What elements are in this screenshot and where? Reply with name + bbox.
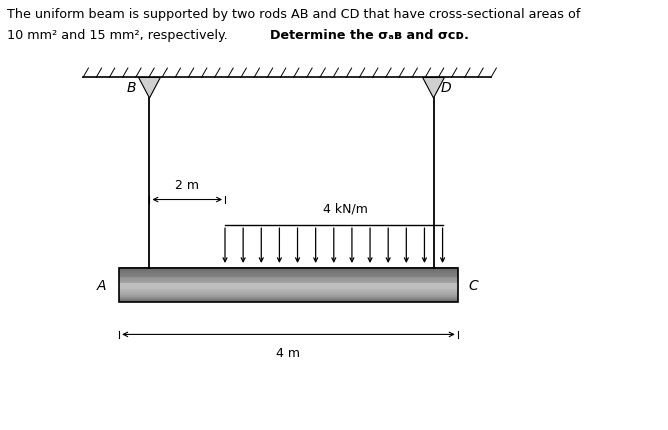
Bar: [120, 290, 458, 292]
Bar: [120, 277, 458, 279]
Bar: [120, 273, 458, 274]
Bar: [120, 281, 458, 282]
Text: 10 mm² and 15 mm², respectively.: 10 mm² and 15 mm², respectively.: [7, 29, 232, 42]
Text: 4 kN/m: 4 kN/m: [323, 202, 368, 215]
Bar: [120, 268, 458, 269]
Text: D: D: [441, 80, 452, 95]
Bar: [120, 276, 458, 278]
Bar: [120, 275, 458, 276]
Text: B: B: [127, 80, 136, 95]
Text: The uniform beam is supported by two rods AB and CD that have cross-sectional ar: The uniform beam is supported by two rod…: [7, 8, 580, 21]
Bar: [120, 291, 458, 292]
Bar: [120, 274, 458, 275]
Bar: [120, 298, 458, 300]
Bar: [120, 286, 458, 288]
Bar: [120, 292, 458, 294]
Bar: [120, 292, 458, 293]
Bar: [120, 270, 458, 272]
Text: 2 m: 2 m: [175, 178, 199, 191]
Bar: [120, 279, 458, 280]
Bar: [120, 268, 458, 303]
Bar: [120, 281, 458, 283]
Bar: [120, 293, 458, 295]
Bar: [120, 278, 458, 280]
Bar: [120, 282, 458, 284]
Bar: [120, 280, 458, 281]
Bar: [120, 287, 458, 289]
Bar: [120, 270, 458, 271]
Bar: [120, 300, 458, 302]
Bar: [120, 276, 458, 277]
Text: 4 m: 4 m: [277, 347, 301, 359]
Polygon shape: [423, 78, 444, 99]
Bar: [120, 294, 458, 296]
Bar: [120, 301, 458, 303]
Bar: [120, 269, 458, 270]
Bar: [120, 283, 458, 285]
Bar: [120, 286, 458, 287]
Bar: [120, 284, 458, 286]
Bar: [120, 285, 458, 286]
Text: A: A: [96, 279, 106, 292]
Bar: [120, 272, 458, 273]
Bar: [120, 295, 458, 297]
Bar: [120, 298, 458, 299]
Bar: [120, 296, 458, 298]
Text: C: C: [468, 279, 478, 292]
Bar: [120, 271, 458, 273]
Bar: [120, 288, 458, 290]
Bar: [120, 299, 458, 301]
Text: Determine the σₐʙ and σᴄᴅ.: Determine the σₐʙ and σᴄᴅ.: [270, 29, 469, 42]
Polygon shape: [138, 78, 160, 99]
Bar: [120, 297, 458, 298]
Bar: [120, 289, 458, 291]
